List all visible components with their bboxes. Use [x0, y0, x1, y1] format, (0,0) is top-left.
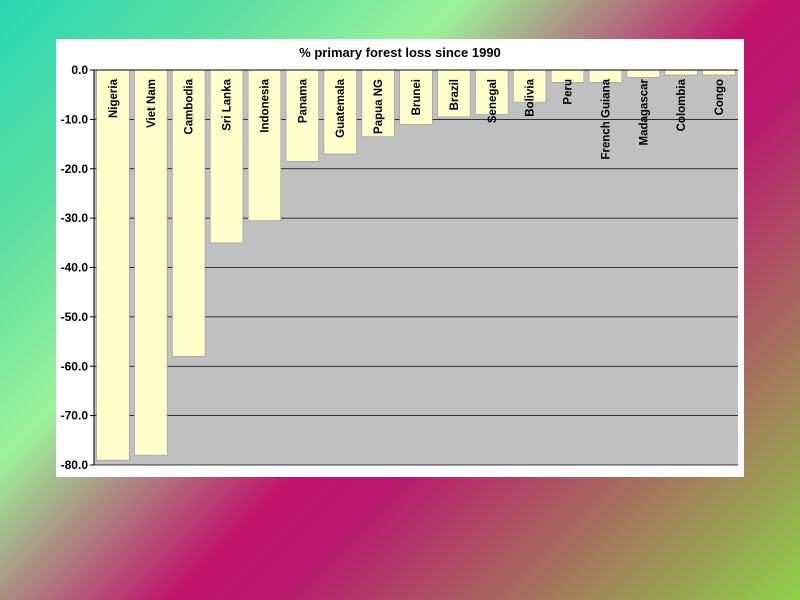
category-label: Senegal — [487, 79, 499, 123]
category-label: French Guiana — [600, 78, 612, 159]
y-tick-label: -40.0 — [61, 261, 89, 275]
category-label: Bolivia — [525, 78, 537, 116]
category-label: Papua NG — [373, 79, 385, 134]
bar — [361, 69, 395, 137]
bar — [172, 69, 206, 357]
category-label: Indonesia — [259, 78, 271, 132]
bar — [702, 69, 736, 76]
chart-panel: % primary forest loss since 1990 0.0 -10.… — [56, 39, 744, 477]
category-label: Viet Nam — [146, 79, 158, 128]
y-tick-label: -50.0 — [61, 310, 89, 324]
bar — [323, 69, 357, 155]
category-label: Brunei — [411, 79, 423, 115]
category-label: Madagascar — [638, 78, 650, 145]
category-label: Peru — [563, 79, 575, 105]
category-label: Panama — [297, 78, 309, 123]
plot-area: 0.0 -10.0 -20.0 -30.0 -40.0 -50.0 -60.0 -70.0 -8… — [61, 63, 738, 472]
chart-svg: % primary forest loss since 1990 0.0 -10.… — [61, 45, 738, 472]
bar — [626, 69, 660, 78]
y-tick-label: -20.0 — [61, 162, 89, 176]
chart-title: % primary forest loss since 1990 — [299, 45, 501, 60]
category-label: Cambodia — [184, 78, 196, 134]
bar — [285, 69, 319, 162]
bar — [437, 69, 471, 118]
bar — [475, 69, 509, 115]
bar — [209, 69, 244, 244]
bar — [247, 69, 282, 221]
category-label: Nigeria — [108, 78, 120, 118]
category-label: Sri Lanka — [222, 78, 234, 130]
bar — [513, 69, 547, 103]
category-label: Guatemala — [335, 78, 347, 137]
category-label: Colombia — [676, 78, 688, 131]
bar — [664, 69, 698, 76]
category-label: Brazil — [449, 79, 461, 110]
y-tick-label: 0.0 — [71, 63, 88, 77]
bar — [399, 69, 433, 125]
y-tick-label: -70.0 — [61, 409, 89, 423]
category-label: Congo — [714, 79, 726, 115]
y-tick-label: -30.0 — [61, 211, 89, 225]
y-tick-label: -60.0 — [61, 359, 89, 373]
y-tick-label: -80.0 — [61, 458, 89, 472]
y-tick-label: -10.0 — [61, 112, 89, 126]
bar — [134, 69, 168, 456]
bar — [96, 69, 130, 461]
